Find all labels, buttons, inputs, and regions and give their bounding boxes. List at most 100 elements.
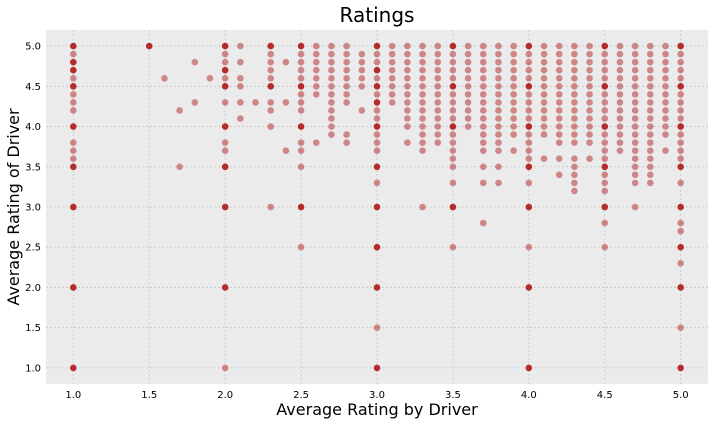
data-point: [388, 99, 396, 106]
data-point: [540, 83, 548, 90]
data-point: [297, 243, 305, 251]
data-point: [373, 364, 381, 372]
data-point: [434, 74, 442, 82]
data-point: [571, 50, 578, 58]
data-point: [495, 42, 502, 50]
data-point: [449, 147, 457, 154]
data-point: [449, 163, 457, 171]
scatter-points: [70, 42, 684, 372]
data-point: [631, 107, 639, 114]
data-point: [540, 74, 548, 82]
data-point: [373, 42, 381, 50]
data-point: [601, 66, 609, 74]
data-point: [540, 99, 548, 106]
data-point: [616, 115, 624, 122]
data-point: [70, 155, 77, 163]
data-point: [449, 83, 457, 90]
data-point: [510, 42, 517, 50]
data-point: [647, 163, 654, 171]
data-point: [571, 99, 578, 106]
data-point: [647, 115, 654, 122]
data-point: [479, 91, 487, 98]
data-point: [631, 139, 639, 146]
data-point: [495, 74, 502, 82]
data-point: [525, 50, 533, 58]
data-point: [449, 131, 457, 138]
data-point: [70, 99, 77, 106]
data-point: [525, 284, 533, 291]
data-point: [601, 91, 609, 98]
data-point: [221, 364, 229, 372]
data-point: [601, 42, 609, 50]
data-point: [373, 74, 381, 82]
data-point: [616, 91, 624, 98]
data-point: [677, 74, 684, 82]
data-point: [449, 99, 457, 106]
data-point: [495, 131, 502, 138]
data-point: [647, 123, 654, 130]
data-point: [616, 147, 624, 154]
data-point: [297, 66, 305, 74]
data-point: [647, 74, 654, 82]
data-point: [312, 74, 320, 82]
data-point: [312, 83, 320, 90]
data-point: [373, 91, 381, 98]
data-point: [601, 131, 609, 138]
data-point: [479, 179, 487, 187]
data-point: [525, 147, 533, 154]
data-point: [479, 50, 487, 58]
data-point: [601, 155, 609, 163]
data-point: [312, 91, 320, 98]
data-point: [616, 50, 624, 58]
data-point: [297, 107, 305, 114]
data-point: [510, 131, 517, 138]
data-point: [267, 107, 275, 114]
data-point: [571, 42, 578, 50]
data-point: [419, 123, 426, 130]
data-point: [464, 58, 472, 66]
data-point: [479, 66, 487, 74]
data-point: [221, 99, 229, 106]
data-point: [282, 58, 290, 66]
data-point: [373, 131, 381, 138]
data-point: [358, 83, 366, 90]
data-point: [662, 147, 669, 154]
data-point: [419, 203, 426, 211]
data-point: [434, 58, 442, 66]
data-point: [449, 155, 457, 163]
data-point: [464, 91, 472, 98]
data-point: [343, 131, 350, 138]
data-point: [343, 58, 350, 66]
data-point: [464, 123, 472, 130]
data-point: [540, 107, 548, 114]
data-point: [328, 115, 335, 122]
data-point: [631, 91, 639, 98]
data-point: [373, 66, 381, 74]
data-point: [510, 50, 517, 58]
data-point: [328, 91, 335, 98]
data-point: [571, 131, 578, 138]
data-point: [586, 83, 593, 90]
data-point: [510, 83, 517, 90]
data-point: [176, 107, 183, 114]
data-point: [267, 66, 275, 74]
data-point: [510, 99, 517, 106]
data-point: [388, 50, 396, 58]
data-point: [601, 179, 609, 187]
data-point: [571, 123, 578, 130]
data-point: [206, 74, 214, 82]
data-point: [571, 155, 578, 163]
data-point: [586, 107, 593, 114]
x-tick-label: 2.5: [293, 390, 309, 401]
data-point: [404, 74, 411, 82]
data-point: [328, 50, 335, 58]
y-tick-label: 4.5: [25, 82, 41, 93]
data-point: [616, 66, 624, 74]
data-point: [540, 42, 548, 50]
data-point: [631, 99, 639, 106]
data-point: [525, 243, 533, 251]
data-point: [358, 58, 366, 66]
data-point: [388, 66, 396, 74]
data-point: [358, 74, 366, 82]
